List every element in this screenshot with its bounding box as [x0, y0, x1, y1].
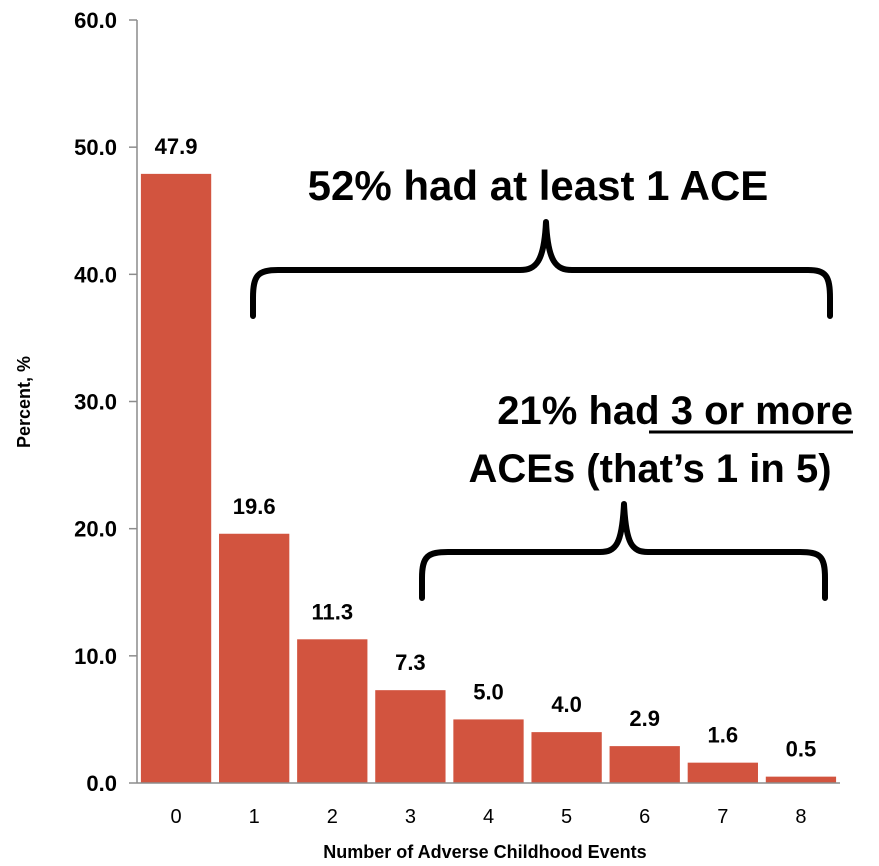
x-tick-label: 3 — [405, 806, 416, 828]
y-axis: 0.0 10.0 20.0 30.0 40.0 50.0 60.0 — [74, 8, 138, 796]
annotation-three-or-more-line1: 21% had 3 or more — [497, 389, 853, 433]
y-tick-label: 0.0 — [86, 771, 117, 796]
bar-0 — [140, 173, 212, 783]
x-tick-label: 2 — [327, 806, 338, 828]
x-tick-label: 4 — [483, 806, 494, 828]
bar-2 — [297, 639, 368, 783]
bar-4 — [453, 719, 524, 783]
bar-6 — [609, 746, 680, 783]
y-tick-label: 20.0 — [74, 517, 117, 542]
x-tick-label: 6 — [639, 806, 650, 828]
data-label-8: 0.5 — [786, 737, 817, 762]
x-tick-label: 7 — [717, 806, 728, 828]
bar-7 — [687, 762, 758, 783]
brace-three-or-more — [419, 501, 828, 601]
x-axis: 0 1 2 3 4 5 6 7 8 — [137, 782, 840, 828]
data-label-3: 7.3 — [395, 650, 426, 675]
bar-1 — [219, 533, 290, 783]
x-axis-title: Number of Adverse Childhood Events — [323, 842, 646, 862]
annotation-at-least-one-ace: 52% had at least 1 ACE — [308, 162, 769, 209]
data-label-6: 2.9 — [629, 706, 660, 731]
data-label-2: 11.3 — [311, 599, 353, 624]
data-label-0: 47.9 — [155, 134, 198, 159]
x-tick-label: 0 — [170, 806, 181, 828]
y-tick-label: 40.0 — [74, 262, 117, 287]
x-tick-label: 1 — [249, 806, 260, 828]
x-tick-label: 5 — [561, 806, 572, 828]
y-tick-label: 60.0 — [74, 8, 117, 33]
data-label-7: 1.6 — [708, 723, 739, 748]
annotation-three-or-more-prefix: 21% had — [497, 389, 670, 433]
bar-5 — [531, 732, 602, 783]
data-label-5: 4.0 — [551, 692, 582, 717]
y-tick-label: 50.0 — [74, 135, 117, 160]
y-tick-label: 10.0 — [74, 644, 117, 669]
x-tick-label: 8 — [795, 806, 806, 828]
annotation-three-or-more-underlined: 3 or more — [671, 389, 853, 433]
annotation-three-or-more-line2: ACEs (that’s 1 in 5) — [468, 447, 831, 491]
data-label-4: 5.0 — [473, 679, 504, 704]
y-axis-title: Percent, % — [14, 356, 34, 448]
brace-at-least-one-ace — [250, 219, 833, 319]
bar-3 — [375, 690, 446, 783]
bars-group: 47.9 19.6 11.3 7.3 5.0 4.0 2.9 1.6 0.5 — [140, 134, 837, 783]
data-label-1: 19.6 — [233, 494, 276, 519]
y-tick-label: 30.0 — [74, 390, 117, 415]
bar-8 — [765, 776, 837, 783]
